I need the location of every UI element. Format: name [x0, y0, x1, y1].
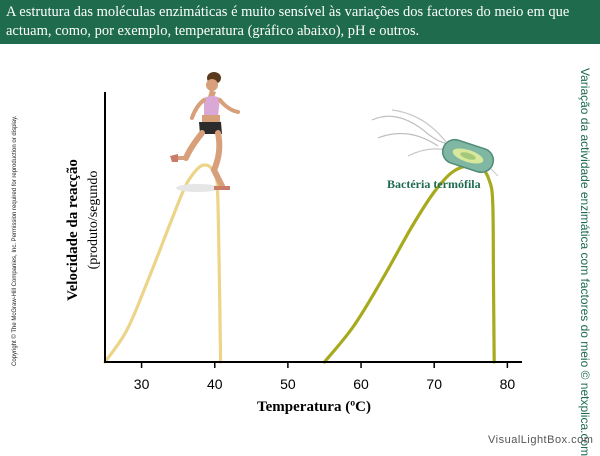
x-tick-label-80: 80 — [500, 376, 516, 392]
series-line-2 — [322, 163, 496, 364]
y-axis-label: Velocidade da reacção — [65, 159, 81, 301]
y-axis-sublabel: (produto/segundo — [86, 171, 101, 270]
x-tick-label-60: 60 — [353, 376, 369, 392]
series-layer — [103, 163, 496, 364]
x-tick-label-30: 30 — [134, 376, 150, 392]
ticks-layer: 30 40 50 60 70 80 — [134, 362, 516, 392]
x-tick-label-50: 50 — [280, 376, 296, 392]
x-tick-label-70: 70 — [426, 376, 442, 392]
bacteria-label: Bactéria termófila — [387, 177, 481, 191]
x-tick-label-40: 40 — [207, 376, 223, 392]
thermophilic-bacterium-icon — [371, 109, 498, 177]
header-banner: A estrutura das moléculas enzimáticas é … — [0, 0, 600, 44]
running-woman-icon — [170, 72, 240, 192]
x-axis-label: Temperatura (ºC) — [257, 399, 371, 415]
watermark: VisualLightBox.com — [488, 434, 594, 446]
header-text: A estrutura das moléculas enzimáticas é … — [6, 4, 570, 39]
series-line-1 — [103, 163, 223, 364]
